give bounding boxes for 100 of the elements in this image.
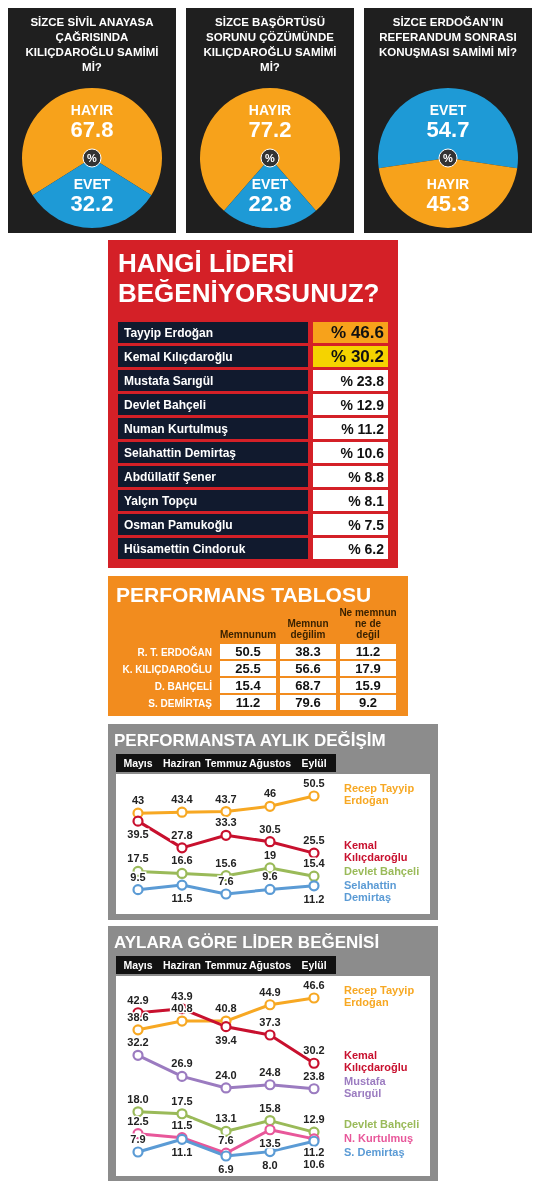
- data-label: 15.6: [215, 856, 237, 869]
- data-label: 43.9: [171, 989, 193, 1002]
- data-label: 18.0: [127, 1092, 149, 1105]
- text: Recep Tayyip Erdoğan: [344, 782, 415, 806]
- x-tick-label: Ağustos: [249, 959, 292, 971]
- text: %: [87, 152, 98, 164]
- text: PERFORMANS TABLOSU: [116, 583, 372, 606]
- data-label: 11.2: [303, 1145, 325, 1158]
- data-label: % 10.6: [340, 445, 385, 461]
- chart-title: SİZCE SİVİL ANAYASA ÇAĞRISINDA KILIÇDAROĞLU SAMİMİ Mİ?: [25, 16, 159, 73]
- slice-label: HAYIR: [70, 102, 114, 119]
- data-label: 25.5: [303, 834, 325, 847]
- data-label: 39.4: [215, 1033, 238, 1046]
- data-label: 9.5: [130, 870, 146, 883]
- category-label: Kemal Kılıçdaroğlu: [124, 350, 233, 364]
- text: Mustafa Sarıgül: [344, 1075, 387, 1100]
- data-label: 25.5: [235, 661, 261, 676]
- data-label: 50.5: [235, 644, 261, 659]
- data-label: 16.6: [171, 854, 193, 867]
- text: N. Kurtulmuş: [344, 1132, 414, 1145]
- data-label: 7.6: [218, 1134, 234, 1147]
- text: %: [265, 152, 276, 164]
- text: %: [443, 152, 454, 164]
- category-label: Mustafa Sarıgül: [124, 374, 214, 388]
- data-label: 32.2: [127, 1036, 149, 1049]
- category-label: Abdüllatif Şener: [124, 470, 217, 484]
- data-label: % 6.2: [348, 541, 385, 557]
- slice-label: EVET: [73, 175, 111, 192]
- x-tick-label: Temmuz: [205, 757, 247, 769]
- data-label: 23.8: [303, 1069, 325, 1082]
- chart-title: AYLARA GÖRE LİDER BEĞENİSİ: [114, 933, 380, 952]
- data-label: 15.4: [235, 678, 262, 693]
- data-label: 15.9: [355, 678, 381, 693]
- data-label: 68.7: [295, 678, 321, 693]
- data-label: 44.9: [259, 985, 281, 998]
- data-label: 45.3: [426, 190, 470, 216]
- data-label: 11.2: [355, 644, 381, 659]
- text: HANGİ LİDERİ BEĞENİYORSUNUZ?: [118, 248, 380, 308]
- text: Kemal Kılıçdaroğlu: [344, 1049, 408, 1074]
- data-label: 17.9: [355, 661, 381, 676]
- data-label: 30.5: [259, 822, 281, 835]
- data-label: 43: [131, 794, 145, 807]
- data-label: 27.8: [171, 828, 193, 841]
- category-label: Hüsamettin Cindoruk: [124, 542, 246, 556]
- text: S. Demirtaş: [344, 1146, 405, 1159]
- data-label: 38.6: [127, 1010, 149, 1023]
- category-label: Yalçın Topçu: [124, 494, 198, 508]
- data-label: 10.6: [303, 1157, 325, 1170]
- data-label: % 8.1: [348, 493, 385, 509]
- data-label: 54.7: [426, 117, 470, 143]
- data-label: 43.7: [215, 792, 237, 805]
- text: Devlet Bahçeli: [344, 865, 420, 878]
- data-label: 40.8: [215, 1002, 237, 1015]
- data-label: 15.4: [303, 857, 326, 870]
- data-label: 33.3: [215, 816, 237, 829]
- data-label: 15.8: [259, 1101, 281, 1114]
- data-label: 42.9: [127, 993, 149, 1006]
- slice-label: EVET: [429, 102, 467, 119]
- data-label: 43.4: [171, 793, 194, 806]
- data-label: 12.5: [127, 1114, 149, 1127]
- data-label: 11.1: [171, 1146, 193, 1159]
- data-label: 38.3: [295, 644, 321, 659]
- data-label: 11.2: [303, 892, 325, 905]
- category-label: R. T. ERDOĞAN: [137, 646, 212, 658]
- data-label: 17.5: [171, 1094, 193, 1107]
- text: Devlet Bahçeli: [344, 1118, 420, 1131]
- data-label: 17.5: [127, 852, 149, 865]
- category-label: Tayyip Erdoğan: [124, 326, 214, 340]
- data-label: 39.5: [127, 828, 149, 841]
- category-label: S. DEMİRTAŞ: [148, 697, 213, 709]
- data-label: 9.2: [358, 695, 378, 710]
- data-label: 50.5: [303, 777, 325, 789]
- x-tick-label: Ağustos: [249, 757, 292, 769]
- x-tick-label: Mayıs: [123, 757, 153, 769]
- data-label: 11.5: [171, 892, 193, 905]
- data-label: % 7.5: [348, 517, 385, 533]
- x-tick-label: Temmuz: [205, 959, 247, 971]
- category-label: K. KILIÇDAROĞLU: [122, 663, 212, 675]
- slice-label: EVET: [251, 175, 289, 192]
- data-label: 9.6: [262, 870, 278, 883]
- data-label: 32.2: [70, 190, 114, 216]
- series-label: Memnunum: [219, 629, 277, 640]
- data-label: 19: [263, 848, 277, 861]
- slice-label: HAYIR: [426, 175, 470, 192]
- data-label: % 12.9: [340, 397, 385, 413]
- data-label: % 30.2: [331, 347, 384, 366]
- data-label: 8.0: [262, 1158, 278, 1171]
- data-label: 11.2: [235, 695, 261, 710]
- data-label: 12.9: [303, 1113, 325, 1126]
- data-label: 67.8: [70, 117, 114, 143]
- text: Selahattin Demirtaş: [344, 879, 397, 904]
- chart-title: SİZCE BAŞÖRTÜSÜ SORUNU ÇÖZÜMÜNDE KILIÇDAROĞLU SAMİMİ Mİ?: [203, 16, 337, 73]
- x-tick-label: Eylül: [301, 757, 327, 769]
- data-label: 56.6: [295, 661, 321, 676]
- data-label: 13.5: [259, 1136, 281, 1149]
- data-label: 26.9: [171, 1057, 193, 1070]
- data-label: 46.6: [303, 979, 325, 991]
- data-label: 77.2: [248, 117, 292, 143]
- text: Kemal Kılıçdaroğlu: [344, 839, 408, 864]
- series-label: Memnun değilim: [287, 618, 329, 640]
